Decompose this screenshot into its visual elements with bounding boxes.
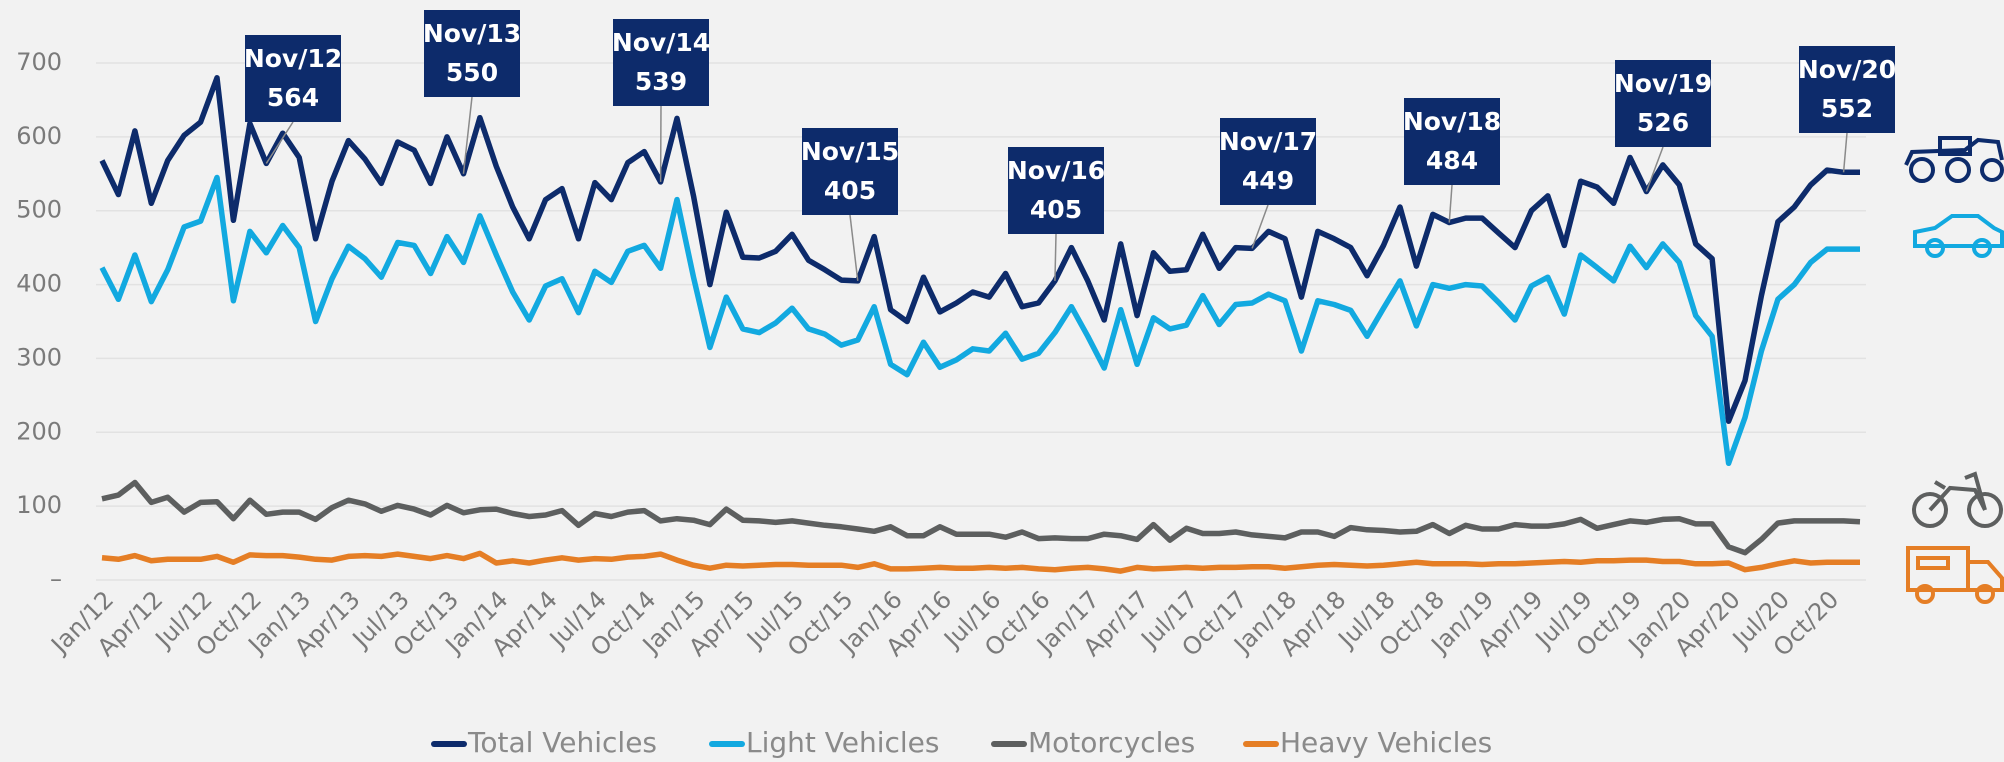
annotation-box: [424, 10, 520, 97]
series-line: [99, 75, 1860, 424]
icon-mixed: [1904, 136, 2004, 183]
annotation-value: 405: [824, 176, 876, 205]
annotation-label: Nov/12: [244, 44, 342, 73]
annotation-value: 405: [1030, 195, 1082, 224]
icon-motorcycle: [1912, 471, 2003, 528]
y-tick-label: 300: [16, 343, 62, 371]
annotation-leader: [265, 121, 294, 164]
annotation-value: 449: [1242, 166, 1294, 195]
annotation-value: 552: [1821, 94, 1873, 123]
vehicle-icons: [1904, 136, 2004, 604]
y-tick-label: 500: [16, 196, 62, 224]
annotation-label: Nov/17: [1219, 127, 1317, 156]
y-tick-label: 200: [16, 417, 62, 445]
y-tick-label: 700: [16, 48, 62, 76]
annotation-label: Nov/18: [1403, 107, 1501, 136]
y-tick-label: 400: [16, 270, 62, 298]
annotation-box: [245, 35, 341, 122]
y-tick-label: –: [50, 565, 62, 593]
annotation-box: [1615, 60, 1711, 147]
annotation-box: [1220, 118, 1316, 205]
legend-label: Total Vehicles: [467, 726, 657, 759]
icon-truck: [1906, 546, 2004, 604]
annotation-value: 564: [267, 83, 319, 112]
legend-label: Light Vehicles: [746, 726, 940, 759]
annotation-box: [802, 128, 898, 215]
annotation-box: [1404, 98, 1500, 185]
series-line: [101, 550, 1860, 574]
annotation-box: [1799, 46, 1895, 133]
annotation-leader: [1448, 184, 1453, 223]
annotation-leader: [1251, 204, 1269, 249]
legend-label: Heavy Vehicles: [1280, 726, 1492, 759]
legend-label: Motorcycles: [1028, 726, 1195, 759]
annotation-label: Nov/19: [1614, 69, 1712, 98]
series-line: [101, 479, 1861, 556]
annotation-box: [1008, 147, 1104, 234]
annotation-label: Nov/15: [801, 137, 899, 166]
annotation-label: Nov/16: [1007, 156, 1105, 185]
annotation-label: Nov/13: [423, 19, 521, 48]
icon-car: [1913, 214, 2004, 258]
annotation-label: Nov/14: [612, 28, 710, 57]
annotation-leader: [849, 214, 859, 281]
annotation-leader: [462, 96, 473, 174]
y-tick-label: 100: [16, 491, 62, 519]
annotation-leader: [1054, 233, 1057, 281]
annotation-label: Nov/20: [1798, 55, 1896, 84]
series-line: [99, 174, 1860, 467]
annotation-box: [613, 19, 709, 106]
annotation-leader: [1842, 132, 1848, 173]
annotation-value: 526: [1637, 108, 1689, 137]
y-tick-label: 600: [16, 122, 62, 150]
annotation-value: 550: [446, 58, 498, 87]
annotation-leader: [1645, 146, 1664, 192]
annotation-value: 484: [1426, 146, 1478, 175]
annotation-value: 539: [635, 67, 687, 96]
